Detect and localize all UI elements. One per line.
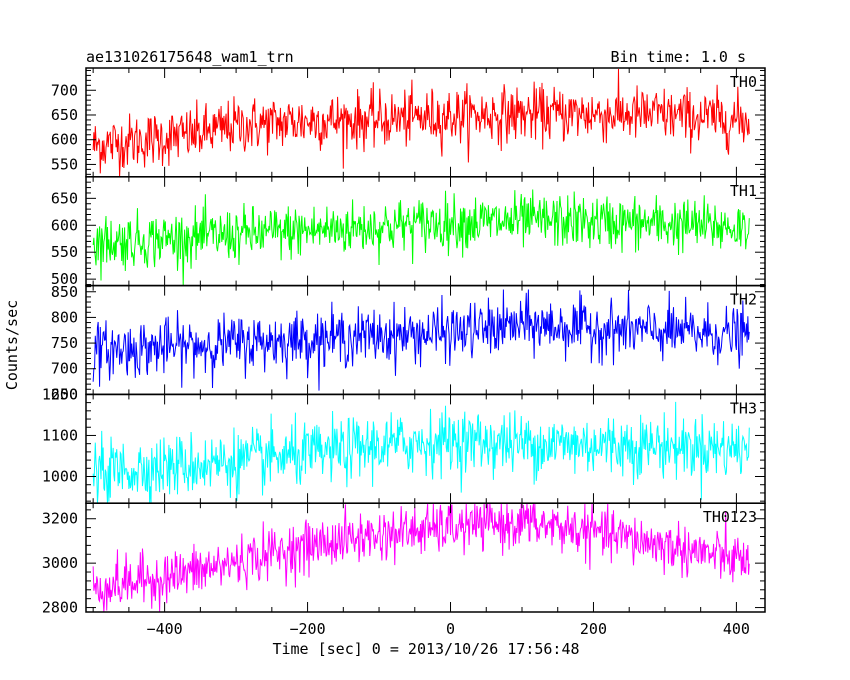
panel-th2-ytick-label: 750 xyxy=(51,334,78,352)
panel-th2-ytick-label: 700 xyxy=(51,360,78,378)
panel-th0-label: TH0 xyxy=(730,73,757,91)
x-tick-label: −200 xyxy=(290,620,326,638)
panel-th3-ytick-label: 1100 xyxy=(42,426,78,444)
panel-th0123-ytick-label: 2800 xyxy=(42,599,78,617)
x-tick-label: 400 xyxy=(723,620,750,638)
panel-th0123-ytick-label: 3000 xyxy=(42,554,78,572)
y-axis-label: Counts/sec xyxy=(3,300,21,390)
series-th0-line xyxy=(92,68,750,177)
series-th3-line xyxy=(92,401,750,504)
panel-th0-ytick-label: 650 xyxy=(51,106,78,124)
panel-th0123-frame xyxy=(85,502,766,613)
panel-th1-ytick-label: 600 xyxy=(51,216,78,234)
panel-th1-ytick-label: 550 xyxy=(51,243,78,261)
panel-th0-ytick-label: 600 xyxy=(51,131,78,149)
panels-group: 550 600 650 700 TH0 500 550 600 650 TH1 650 700 750 8… xyxy=(42,67,766,638)
panel-th0123-label: TH0123 xyxy=(703,508,757,526)
panel-th0-ytick-label: 550 xyxy=(51,155,78,173)
panel-th1-ytick-label: 500 xyxy=(51,270,78,288)
panel-th2-ytick-label: 800 xyxy=(51,308,78,326)
panel-th0123-ytick-label: 3200 xyxy=(42,510,78,528)
series-th1-line xyxy=(92,189,750,286)
chart-title: ae131026175648_wam1_trn xyxy=(86,48,294,66)
x-tick-label: 0 xyxy=(446,620,455,638)
x-tick-label: −400 xyxy=(147,620,183,638)
x-tick-label: 200 xyxy=(580,620,607,638)
bin-time-label: Bin time: 1.0 s xyxy=(611,48,746,66)
panel-th3-ytick-label: 1200 xyxy=(42,385,78,403)
panel-th2-ytick-label: 650 xyxy=(51,385,78,403)
panel-th2-ytick-label: 850 xyxy=(51,283,78,301)
panel-th2-label: TH2 xyxy=(730,291,757,309)
panel-th1-label: TH1 xyxy=(730,182,757,200)
panel-th1-ytick-label: 650 xyxy=(51,189,78,207)
panel-th3-ytick-label: 1000 xyxy=(42,468,78,486)
series-th2-line xyxy=(92,289,750,391)
x-axis-label: Time [sec] 0 = 2013/10/26 17:56:48 xyxy=(272,640,579,658)
series-th0123-line xyxy=(92,503,750,613)
panel-th0-ytick-label: 700 xyxy=(51,81,78,99)
panel-th3-label: TH3 xyxy=(730,399,757,417)
